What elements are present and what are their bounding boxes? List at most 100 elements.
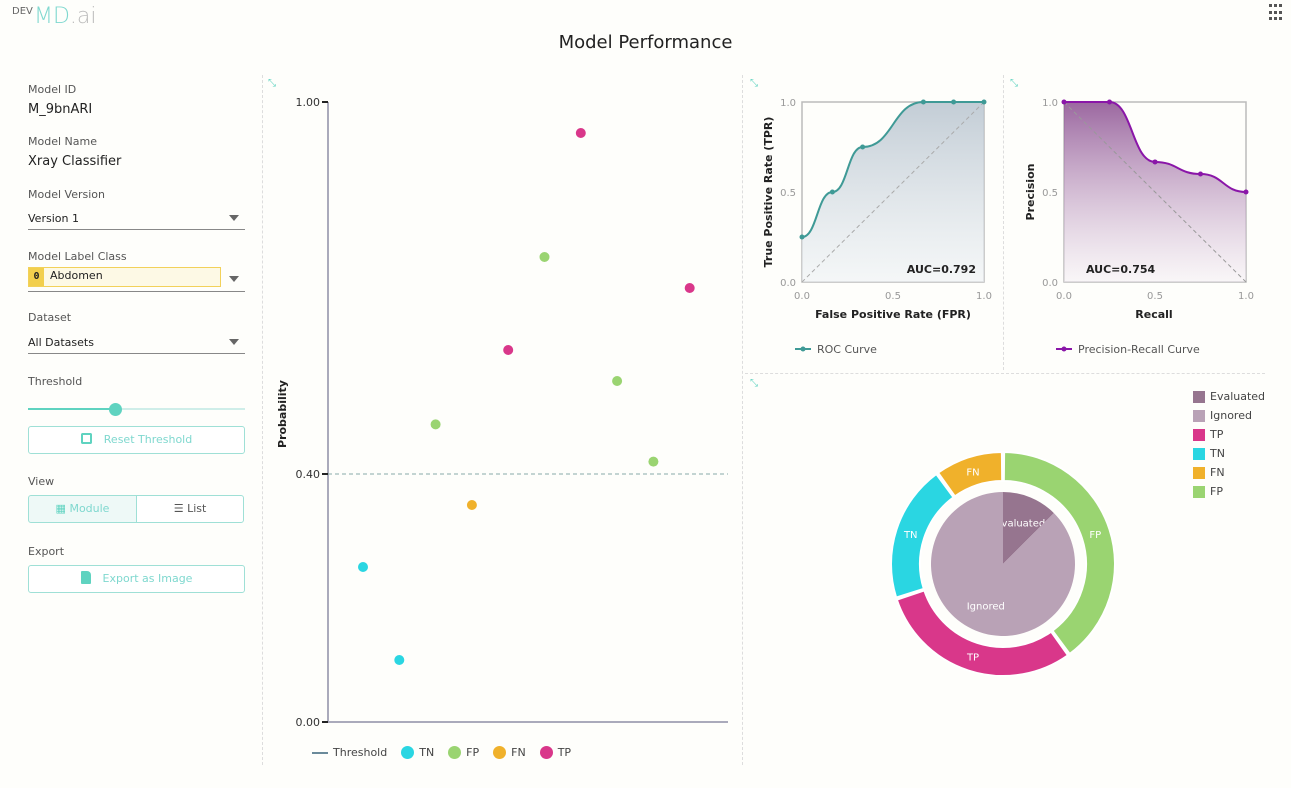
slice-label: TP [966, 652, 979, 663]
pr-ylabel: Precision [1024, 164, 1037, 221]
legend-item-FN[interactable]: FN [493, 746, 526, 759]
diagonal [801, 101, 985, 283]
data-point [1061, 99, 1067, 105]
point-FP [612, 376, 623, 386]
view-list-button[interactable]: ☰ List [136, 495, 244, 523]
y-tick: 0.0 [780, 278, 796, 289]
divider [1003, 75, 1004, 370]
export-image-label: Export as Image [102, 572, 193, 585]
model-version-value: Version 1 [28, 212, 79, 225]
slice-TP [895, 589, 1070, 677]
pr-auc: AUC=0.754 [1086, 263, 1156, 276]
expand-icon[interactable]: ⤡ [750, 378, 758, 389]
legend-label: FP [1210, 485, 1223, 498]
swatch [448, 746, 462, 759]
donut-legend: Evaluated Ignored TP TN FN FP [1193, 390, 1265, 498]
threshold-label: Threshold [28, 375, 83, 388]
point-TP [575, 128, 586, 138]
swatch [1193, 447, 1205, 460]
slider-thumb[interactable] [108, 403, 122, 416]
y-tick: 0.5 [1042, 188, 1058, 199]
model-id: M_9bnARI [28, 102, 93, 117]
chevron-down-icon [229, 339, 239, 345]
swatch [1193, 466, 1205, 479]
y-tick: 0.0 [1042, 278, 1058, 289]
y-tick: 1.0 [1042, 98, 1058, 109]
data-point [981, 99, 987, 105]
x-tick: 0.5 [885, 291, 901, 302]
chevron-down-icon [229, 215, 239, 221]
legend-item-Evaluated[interactable]: Evaluated [1193, 390, 1265, 403]
swatch [539, 746, 553, 759]
probability-scatter [322, 101, 728, 723]
pr-legend-label: Precision-Recall Curve [1078, 343, 1200, 356]
reset-threshold-button[interactable]: Reset Threshold [28, 426, 245, 454]
expand-icon[interactable]: ⤡ [1010, 78, 1018, 89]
slice-label: Ignored [967, 602, 1005, 613]
legend-item-TN[interactable]: TN [1193, 447, 1265, 460]
label-class-select[interactable]: 0 Abdomen [28, 267, 245, 292]
swatch [401, 746, 415, 759]
legend-label: Evaluated [1210, 390, 1266, 403]
point-FN [466, 500, 477, 510]
legend-item-FP[interactable]: FP [448, 746, 479, 759]
legend-item-Threshold[interactable]: Threshold [312, 746, 387, 759]
slice-FP [1002, 450, 1116, 656]
data-point [1107, 99, 1112, 105]
x-tick: 0.5 [1147, 291, 1163, 302]
data-point [1198, 171, 1203, 177]
apps-grid-icon[interactable] [1269, 4, 1283, 22]
expand-icon[interactable]: ⤡ [750, 78, 758, 89]
slice-label: FN [966, 468, 979, 479]
slice-label: Evaluated [995, 518, 1045, 529]
roc-xlabel: False Positive Rate (FPR) [815, 308, 971, 321]
legend-item-TP[interactable]: TP [1193, 428, 1265, 441]
y-tick: 1.0 [780, 98, 796, 109]
legend-label: FN [1210, 466, 1225, 479]
reset-threshold-label: Reset Threshold [103, 433, 193, 446]
scatter-ylabel: Probability [276, 380, 289, 448]
label-class-value: Abdomen [50, 269, 103, 282]
view-label: View [28, 475, 55, 488]
export-label: Export [28, 545, 65, 558]
y-tick: 0.5 [780, 188, 796, 199]
export-image-button[interactable]: Export as Image [28, 565, 245, 593]
slice-Evaluated [1003, 492, 1054, 564]
dataset-label: Dataset [28, 311, 72, 324]
label-class-label: Model Label Class [28, 250, 127, 263]
swatch [493, 746, 507, 759]
legend-item-Ignored[interactable]: Ignored [1193, 409, 1265, 422]
legend-item-TN[interactable]: TN [401, 746, 434, 759]
view-module-button[interactable]: ▦ Module [28, 495, 137, 523]
dataset-select[interactable]: All Datasets [28, 332, 245, 354]
roc-auc: AUC=0.792 [907, 263, 976, 276]
list-icon: ☰ [173, 502, 184, 515]
threshold-swatch [312, 751, 328, 754]
logo[interactable]: MD.ai [34, 4, 97, 29]
roc-legend-label: ROC Curve [817, 343, 877, 356]
data-point [799, 234, 805, 240]
expand-icon[interactable]: ⤡ [268, 78, 276, 89]
model-id-label: Model ID [28, 83, 77, 96]
x-tick: 1.0 [976, 291, 992, 302]
outcome-donut: Evaluated Ignored FP TP TN FN [890, 450, 1116, 677]
ytick: 0.00 [296, 716, 321, 729]
model-name-label: Model Name [28, 135, 97, 148]
threshold-slider[interactable] [28, 402, 245, 416]
legend-item-FN[interactable]: FN [1193, 466, 1265, 479]
x-tick: 0.0 [1056, 291, 1072, 302]
logo-main: MD [34, 4, 70, 29]
legend-item-FP[interactable]: FP [1193, 485, 1265, 498]
chevron-down-icon [229, 276, 239, 282]
swatch [1193, 390, 1205, 403]
env-badge: DEV [12, 6, 33, 17]
legend-item-TP[interactable]: TP [539, 746, 571, 759]
legend-label: TN [1210, 447, 1225, 460]
pr-xlabel: Recall [1135, 308, 1172, 321]
point-FP [430, 419, 441, 430]
view-module-label: Module [69, 502, 110, 515]
slice-FN [936, 450, 1004, 498]
model-version-select[interactable]: Version 1 [28, 208, 245, 230]
legend-marker [800, 346, 806, 352]
